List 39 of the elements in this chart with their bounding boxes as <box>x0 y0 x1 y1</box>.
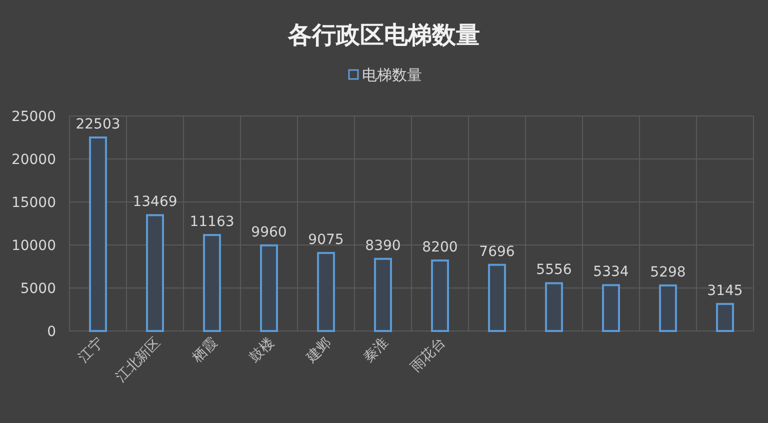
bar <box>374 258 392 332</box>
chart-title: 各行政区电梯数量 <box>287 21 480 49</box>
legend-label: 电梯数量 <box>362 66 422 84</box>
bar <box>431 259 449 332</box>
data-label: 9075 <box>308 232 344 248</box>
data-label: 8390 <box>365 238 401 254</box>
data-label: 7696 <box>479 244 515 260</box>
data-label: 5334 <box>593 264 629 280</box>
data-label: 8200 <box>422 239 458 256</box>
x-tick-label: 江北新区 <box>112 334 164 386</box>
bar <box>203 234 221 332</box>
bar <box>545 282 563 332</box>
data-label: 3145 <box>707 282 743 299</box>
data-label: 11163 <box>190 214 234 230</box>
y-tick-label: 5000 <box>20 281 56 297</box>
y-tick-label: 0 <box>47 324 56 340</box>
data-label: 22503 <box>76 116 120 132</box>
y-tick-label: 25000 <box>11 109 56 125</box>
bar <box>146 214 164 332</box>
data-label: 5298 <box>650 264 686 280</box>
x-tick-label: 秦淮 <box>360 334 392 366</box>
y-tick-label: 10000 <box>11 238 56 254</box>
x-tick-label: 雨花台 <box>408 334 449 376</box>
bar <box>716 302 734 332</box>
bar <box>488 264 506 332</box>
bar <box>317 252 335 332</box>
y-tick-label: 15000 <box>11 195 56 211</box>
x-tick-label: 江宁 <box>76 334 107 366</box>
bar <box>89 136 107 332</box>
bar <box>659 284 677 332</box>
x-tick-label: 建邺 <box>303 334 335 366</box>
data-label: 9960 <box>251 224 287 240</box>
y-tick-label: 20000 <box>11 152 56 168</box>
bar <box>260 244 278 332</box>
data-label: 13469 <box>132 194 178 210</box>
data-label: 5556 <box>536 262 572 278</box>
x-tick-label: 鼓楼 <box>246 334 278 366</box>
x-tick-label: 栖霞 <box>189 334 221 366</box>
bar <box>602 284 620 332</box>
